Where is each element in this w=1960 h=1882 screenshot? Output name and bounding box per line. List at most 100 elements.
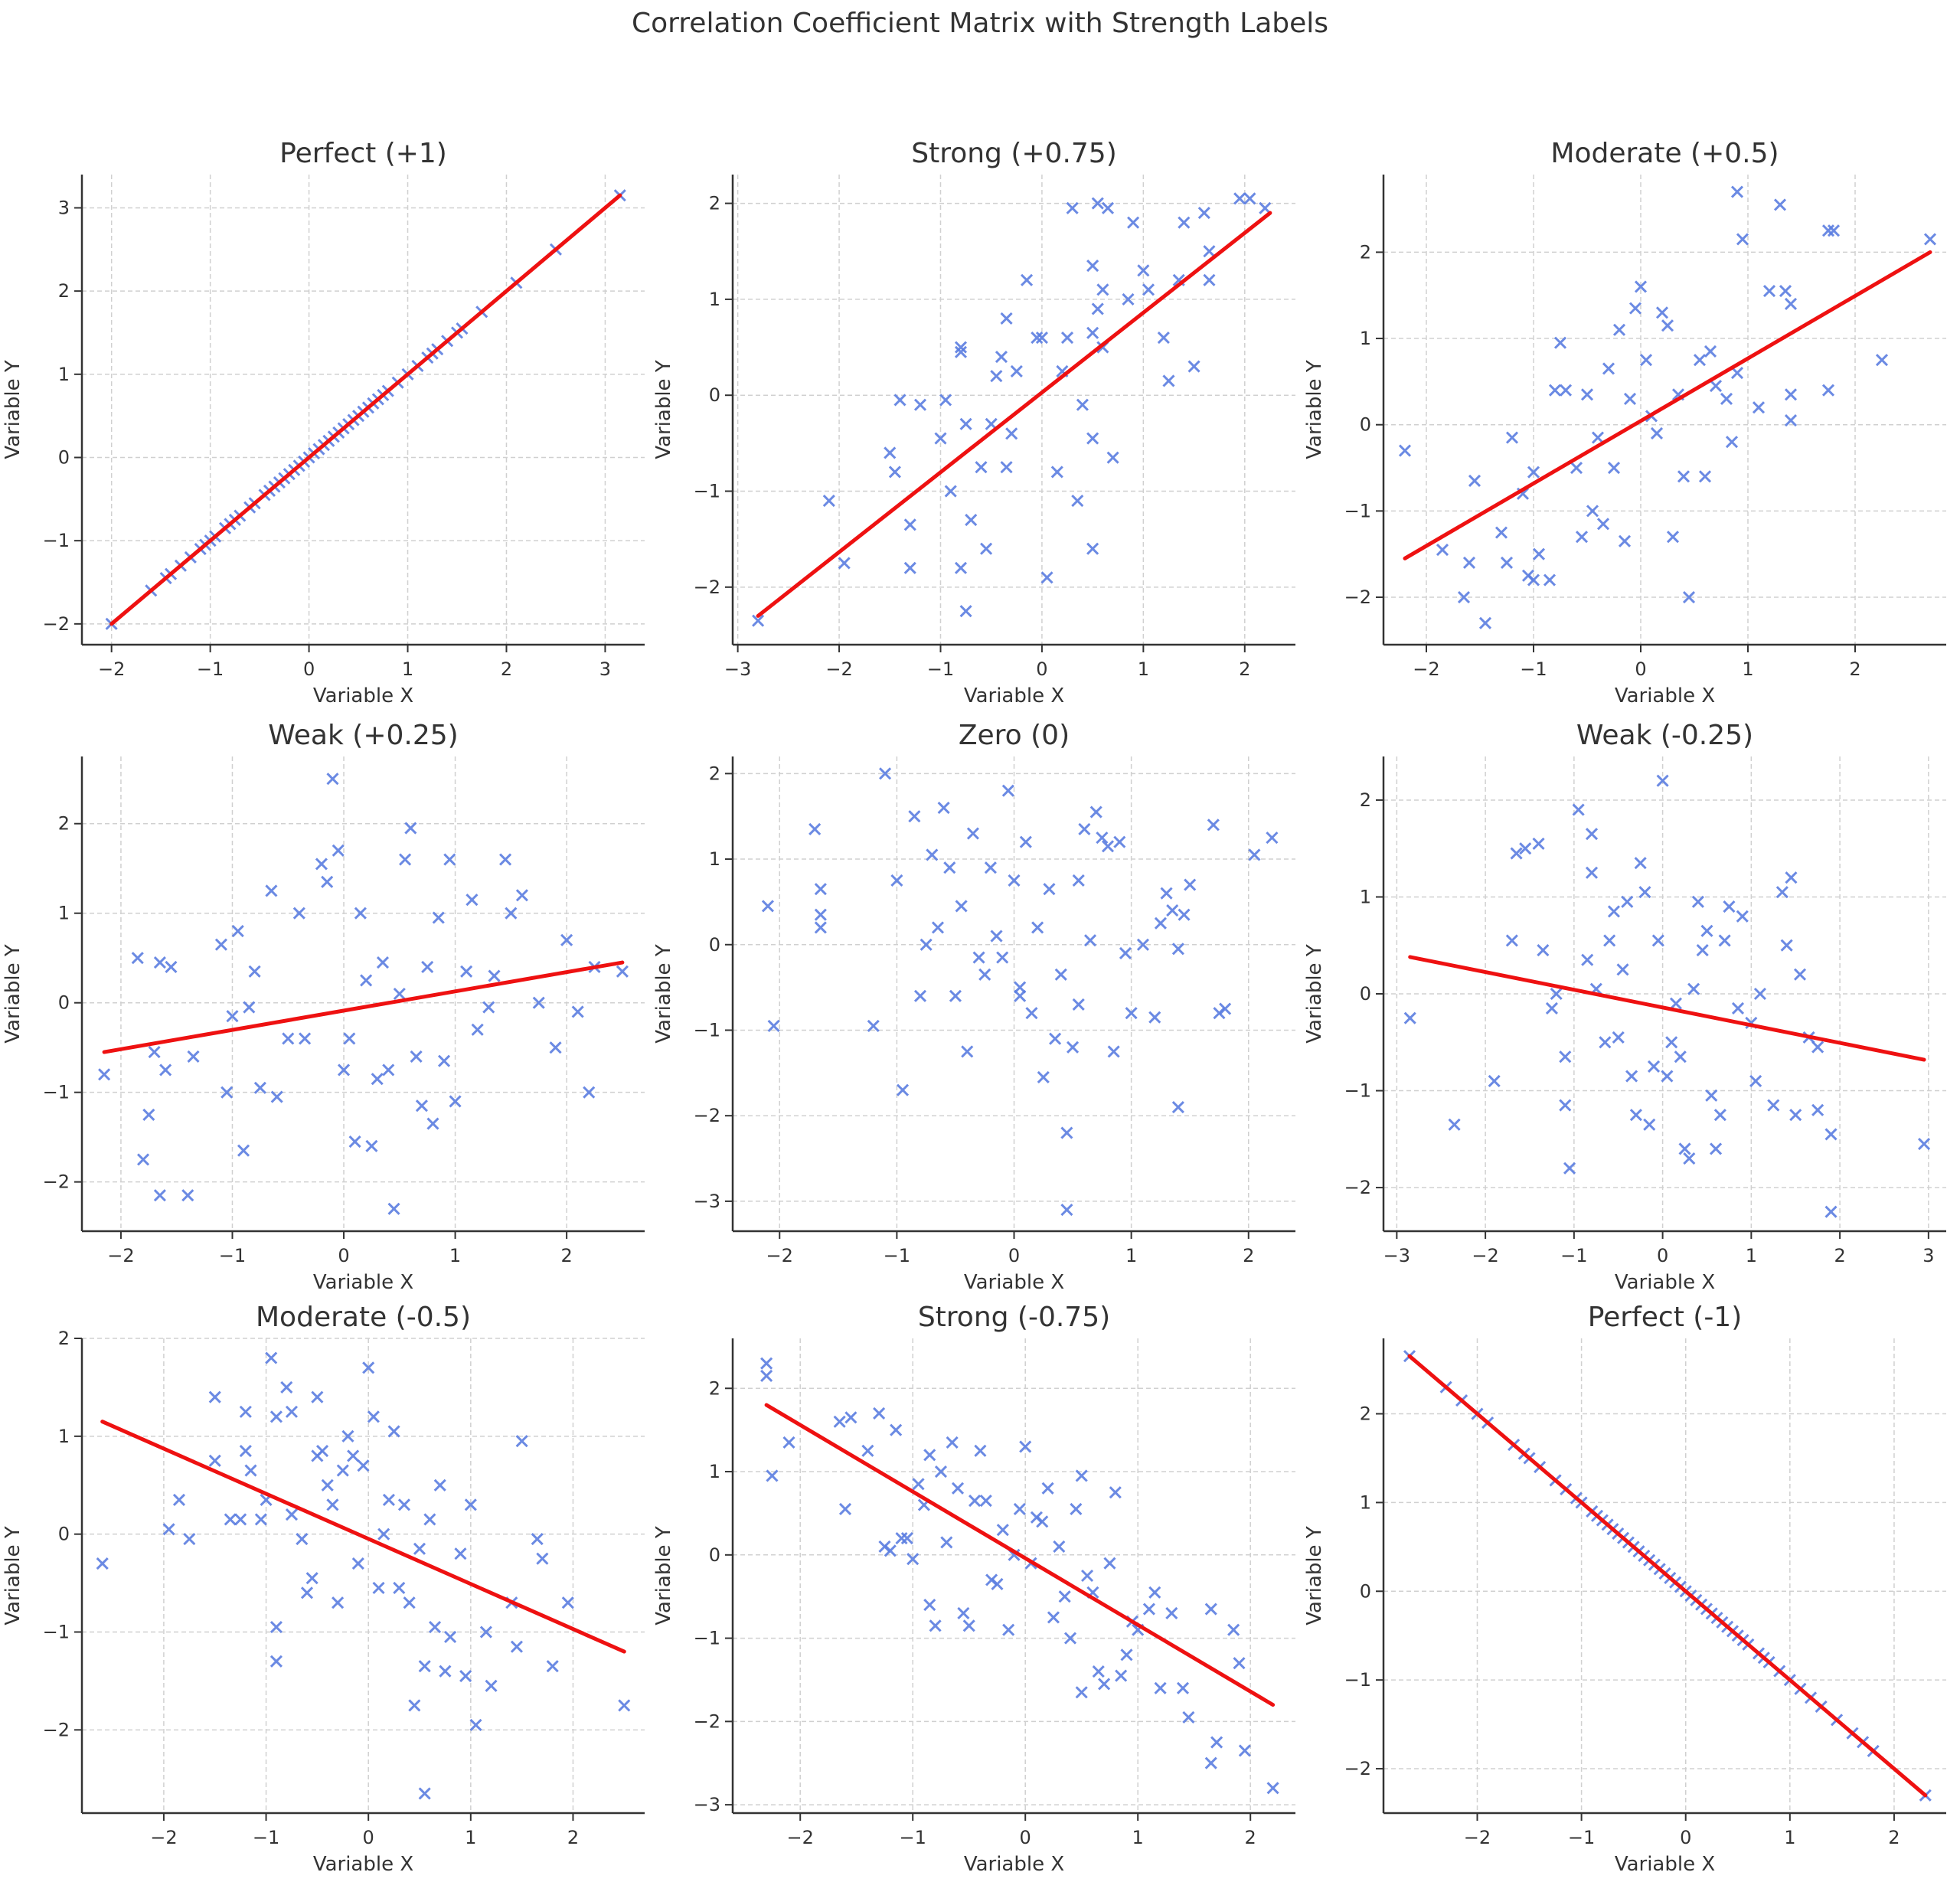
subplot-title: Strong (-0.75) <box>918 1302 1110 1333</box>
data-point <box>1091 197 1104 210</box>
fit-line <box>1407 1354 1928 1798</box>
y-tick-label: 1 <box>709 289 720 310</box>
data-point <box>265 1351 278 1364</box>
data-point <box>1019 835 1032 848</box>
data-point <box>1532 837 1545 850</box>
x-axis-label: Variable X <box>313 685 413 707</box>
data-point <box>968 1495 982 1508</box>
data-point <box>1505 934 1518 947</box>
x-tick-label: 1 <box>1132 1827 1144 1848</box>
y-tick-label: 1 <box>709 848 720 870</box>
x-tick-label: −1 <box>927 658 954 680</box>
data-point <box>1266 832 1279 845</box>
data-point <box>767 1019 780 1032</box>
data-point <box>1779 285 1792 298</box>
data-point <box>1233 192 1246 205</box>
data-point <box>1137 264 1150 277</box>
data-point <box>984 861 997 874</box>
data-point <box>332 1596 345 1609</box>
data-point <box>1618 534 1632 547</box>
x-tick-label: 0 <box>303 658 315 680</box>
data-point <box>1678 1142 1691 1155</box>
data-point <box>959 605 972 618</box>
data-point <box>974 1444 987 1457</box>
data-point <box>923 1449 936 1462</box>
data-point <box>499 853 512 866</box>
data-point <box>1000 312 1013 325</box>
data-point <box>439 1665 452 1678</box>
y-tick-label: −1 <box>694 481 720 502</box>
data-point <box>583 1086 596 1099</box>
fit-line <box>764 1403 1276 1707</box>
data-point <box>965 514 978 527</box>
data-point <box>1723 900 1736 913</box>
data-point <box>1106 451 1119 464</box>
data-point <box>1784 297 1798 311</box>
data-point <box>326 1498 339 1511</box>
data-point <box>1559 1099 1572 1112</box>
y-tick-label: 2 <box>1360 241 1371 263</box>
data-point <box>1762 285 1776 298</box>
y-tick-label: −1 <box>694 1019 720 1041</box>
data-point <box>1166 904 1179 917</box>
data-point <box>838 557 851 570</box>
data-point <box>482 1001 495 1014</box>
data-point <box>996 1524 1009 1537</box>
data-point <box>920 938 933 951</box>
x-axis-label: Variable X <box>1615 1853 1715 1876</box>
data-point <box>893 394 906 407</box>
data-point <box>991 1577 1004 1590</box>
x-tick-label: −1 <box>900 1827 926 1848</box>
data-point <box>1002 1623 1015 1636</box>
subplot-title: Moderate (-0.5) <box>256 1302 471 1333</box>
data-point <box>943 861 956 874</box>
data-point <box>1014 981 1027 994</box>
data-point <box>1086 432 1099 445</box>
x-tick-label: 0 <box>1657 1245 1668 1266</box>
data-point <box>1096 832 1109 845</box>
data-point <box>1693 354 1707 367</box>
data-point <box>761 900 775 913</box>
data-point <box>1824 1205 1838 1218</box>
data-point <box>1638 886 1651 899</box>
data-point <box>1709 1142 1723 1155</box>
data-point <box>1125 1007 1138 1020</box>
y-tick-label: 0 <box>1360 414 1371 436</box>
x-tick-label: −1 <box>219 1245 246 1266</box>
data-point <box>239 1405 252 1418</box>
data-point <box>428 1621 442 1634</box>
data-point <box>282 1032 295 1045</box>
data-point <box>1178 216 1191 229</box>
data-point <box>183 1532 196 1546</box>
data-point <box>1875 354 1889 367</box>
data-point <box>1091 302 1104 315</box>
data-point <box>884 446 897 459</box>
data-point <box>940 1536 953 1549</box>
data-point <box>362 1361 375 1374</box>
data-point <box>479 1626 492 1639</box>
data-point <box>332 844 345 857</box>
data-point <box>469 1718 482 1732</box>
data-point <box>1917 1138 1931 1151</box>
data-point <box>1718 934 1731 947</box>
data-point <box>1621 895 1634 908</box>
data-point <box>404 822 417 835</box>
data-point <box>760 1357 773 1370</box>
data-point <box>946 1436 959 1449</box>
y-axis-label: Variable Y <box>652 1526 675 1626</box>
data-point <box>1661 1070 1674 1083</box>
data-point <box>1683 1152 1696 1165</box>
x-tick-label: 2 <box>1245 1827 1256 1848</box>
data-point <box>382 1064 395 1077</box>
data-point <box>962 1619 975 1632</box>
x-tick-label: 2 <box>560 1245 572 1266</box>
data-point <box>239 1444 252 1458</box>
data-point <box>1120 1648 1133 1661</box>
x-tick-label: 0 <box>1680 1827 1691 1848</box>
data-point <box>1698 470 1712 483</box>
x-tick-label: −2 <box>825 658 852 680</box>
y-axis-label: Variable Y <box>1303 944 1326 1044</box>
data-point <box>1559 384 1573 397</box>
data-point <box>397 1498 411 1511</box>
data-point <box>1705 1089 1718 1102</box>
